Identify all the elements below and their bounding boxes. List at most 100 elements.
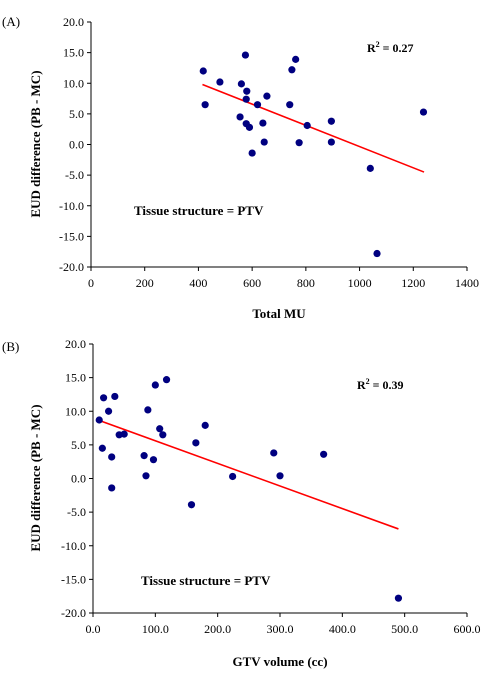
- data-point: [216, 78, 224, 86]
- x-tick-label: 600.0: [454, 622, 481, 636]
- data-point: [151, 381, 159, 389]
- data-point: [201, 421, 209, 429]
- chart-panel-b: (B) 20.0 15.0 10.0 5.0 0.0 -5.0 -10.0 -15.0 -20.…: [2, 337, 481, 669]
- data-point: [320, 450, 328, 458]
- y-tick-label: 10.0: [65, 404, 86, 418]
- data-points: [199, 51, 428, 258]
- x-tick-label: 200.0: [204, 622, 231, 636]
- data-point: [288, 66, 296, 74]
- y-tick-label: 5.0: [69, 107, 84, 121]
- data-point: [419, 108, 428, 116]
- data-point: [242, 95, 250, 103]
- data-point: [192, 439, 200, 447]
- data-point: [162, 376, 171, 384]
- data-point: [292, 55, 300, 63]
- data-point: [104, 407, 113, 415]
- y-tick-label: -20.0: [61, 606, 86, 620]
- x-tick-label: 200: [136, 276, 154, 290]
- data-point: [99, 394, 108, 402]
- data-point: [253, 101, 262, 109]
- data-point: [270, 449, 278, 457]
- data-point: [142, 472, 150, 480]
- data-point: [120, 430, 128, 438]
- data-point: [237, 80, 245, 88]
- panel-label: (B): [2, 339, 19, 354]
- y-tick-label: 0.0: [71, 472, 86, 486]
- x-tick-label: 0: [88, 276, 94, 290]
- data-point: [199, 67, 207, 75]
- x-tick-label: 1200: [401, 276, 425, 290]
- data-point: [149, 456, 158, 464]
- x-tick-labels: 0 200 400 600 800 1000 1200 1400: [88, 267, 479, 290]
- data-point: [248, 149, 256, 157]
- x-tick-label: 100.0: [142, 622, 169, 636]
- r-squared-label: R2 = 0.27: [367, 40, 414, 55]
- y-tick-labels: 20.0 15.0 10.0 5.0 0.0 -5.0 -10.0 -15.0 -20.0: [61, 337, 93, 620]
- data-point: [303, 121, 311, 130]
- chart-panel-a: (A) 20.0 15.0 10.0 5.0 0.0 -5.0 -10.0 -15.0 -20.…: [2, 14, 479, 321]
- data-point: [260, 138, 268, 146]
- data-point: [263, 92, 271, 100]
- y-tick-labels: 20.0 15.0 10.0 5.0 0.0 -5.0 -10.0 -15.0 -20.0: [59, 15, 91, 274]
- data-point: [366, 164, 374, 172]
- x-tick-label: 400: [189, 276, 207, 290]
- x-tick-label: 1000: [348, 276, 372, 290]
- y-tick-label: 15.0: [65, 371, 86, 385]
- data-point: [245, 123, 254, 131]
- y-tick-label: 0.0: [69, 138, 84, 152]
- x-tick-label: 300.0: [267, 622, 294, 636]
- y-tick-label: -15.0: [59, 229, 84, 243]
- trendline-segment: [97, 419, 399, 530]
- data-point: [259, 119, 267, 127]
- data-point: [295, 139, 303, 147]
- x-axis-title: Total MU: [252, 306, 306, 321]
- data-point: [98, 444, 106, 452]
- data-point: [108, 484, 116, 492]
- data-point: [156, 425, 164, 433]
- data-point: [108, 453, 116, 461]
- y-tick-label: -5.0: [65, 168, 84, 182]
- r-squared-label: R2 = 0.39: [357, 377, 404, 392]
- x-tick-label: 0.0: [86, 622, 101, 636]
- x-tick-label: 1400: [455, 276, 479, 290]
- panel-label: (A): [2, 14, 20, 29]
- y-tick-label: 5.0: [71, 438, 86, 452]
- data-point: [276, 472, 284, 480]
- data-point: [95, 416, 103, 424]
- y-tick-label: -10.0: [59, 199, 84, 213]
- y-tick-label: 20.0: [63, 15, 84, 29]
- data-points: [95, 376, 403, 602]
- y-tick-label: 15.0: [63, 46, 84, 60]
- x-axis-title: GTV volume (cc): [232, 654, 327, 669]
- x-tick-label: 600: [243, 276, 261, 290]
- data-point: [236, 113, 244, 121]
- trendline: [97, 419, 399, 530]
- x-tick-label: 400.0: [329, 622, 356, 636]
- data-point: [243, 87, 251, 95]
- annotation-text: Tissue structure = PTV: [134, 203, 264, 218]
- data-point: [394, 594, 403, 602]
- trendline: [202, 83, 425, 173]
- y-tick-label: -5.0: [67, 505, 86, 519]
- data-point: [373, 249, 381, 258]
- x-tick-label: 800: [297, 276, 315, 290]
- data-point: [286, 101, 294, 109]
- data-point: [327, 117, 335, 125]
- y-axis-title: EUD difference (PB - MC): [28, 70, 43, 217]
- trendline-segment: [202, 83, 425, 173]
- data-point: [241, 51, 250, 59]
- data-point: [327, 138, 335, 146]
- y-tick-label: -15.0: [61, 572, 86, 586]
- x-tick-labels: 0.0 100.0 200.0 300.0 400.0 500.0 600.0: [86, 613, 481, 636]
- y-tick-label: 20.0: [65, 337, 86, 351]
- data-point: [187, 501, 196, 509]
- data-point: [140, 452, 148, 460]
- y-axis-title: EUD difference (PB - MC): [28, 404, 43, 551]
- data-point: [229, 472, 237, 481]
- y-tick-label: 10.0: [63, 76, 84, 90]
- x-tick-label: 500.0: [391, 622, 418, 636]
- data-point: [144, 406, 152, 414]
- data-point: [201, 101, 209, 109]
- y-tick-label: -20.0: [59, 260, 84, 274]
